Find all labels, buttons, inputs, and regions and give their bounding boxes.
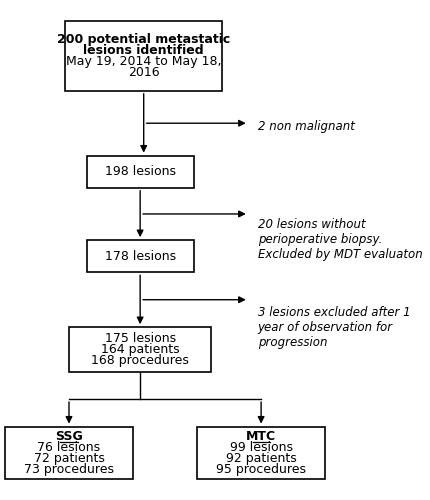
Text: 72 patients: 72 patients — [34, 452, 104, 464]
Text: MTC: MTC — [246, 430, 276, 442]
FancyBboxPatch shape — [87, 156, 194, 188]
FancyBboxPatch shape — [69, 327, 211, 372]
Text: 73 procedures: 73 procedures — [24, 462, 114, 475]
Text: SSG: SSG — [55, 430, 83, 442]
Text: 2016: 2016 — [128, 66, 160, 79]
Text: 76 lesions: 76 lesions — [37, 440, 101, 454]
FancyBboxPatch shape — [5, 426, 133, 478]
Text: 164 patients: 164 patients — [101, 343, 179, 356]
FancyBboxPatch shape — [65, 22, 222, 91]
Text: 198 lesions: 198 lesions — [104, 165, 175, 178]
FancyBboxPatch shape — [87, 240, 194, 272]
FancyBboxPatch shape — [197, 426, 325, 478]
Text: 99 lesions: 99 lesions — [230, 440, 292, 454]
Text: 20 lesions without
perioperative biopsy.
Excluded by MDT evaluaton: 20 lesions without perioperative biopsy.… — [258, 218, 422, 260]
Text: 95 procedures: 95 procedures — [216, 462, 306, 475]
Text: 168 procedures: 168 procedures — [91, 354, 189, 367]
Text: 175 lesions: 175 lesions — [104, 332, 176, 345]
Text: 200 potential metastatic: 200 potential metastatic — [57, 33, 230, 46]
Text: May 19, 2014 to May 18,: May 19, 2014 to May 18, — [66, 55, 221, 68]
Text: 178 lesions: 178 lesions — [104, 250, 176, 262]
Text: 2 non malignant: 2 non malignant — [258, 120, 354, 133]
Text: 92 patients: 92 patients — [226, 452, 296, 464]
Text: 3 lesions excluded after 1
year of observation for
progression: 3 lesions excluded after 1 year of obser… — [258, 306, 410, 348]
Text: lesions identified: lesions identified — [83, 44, 204, 57]
